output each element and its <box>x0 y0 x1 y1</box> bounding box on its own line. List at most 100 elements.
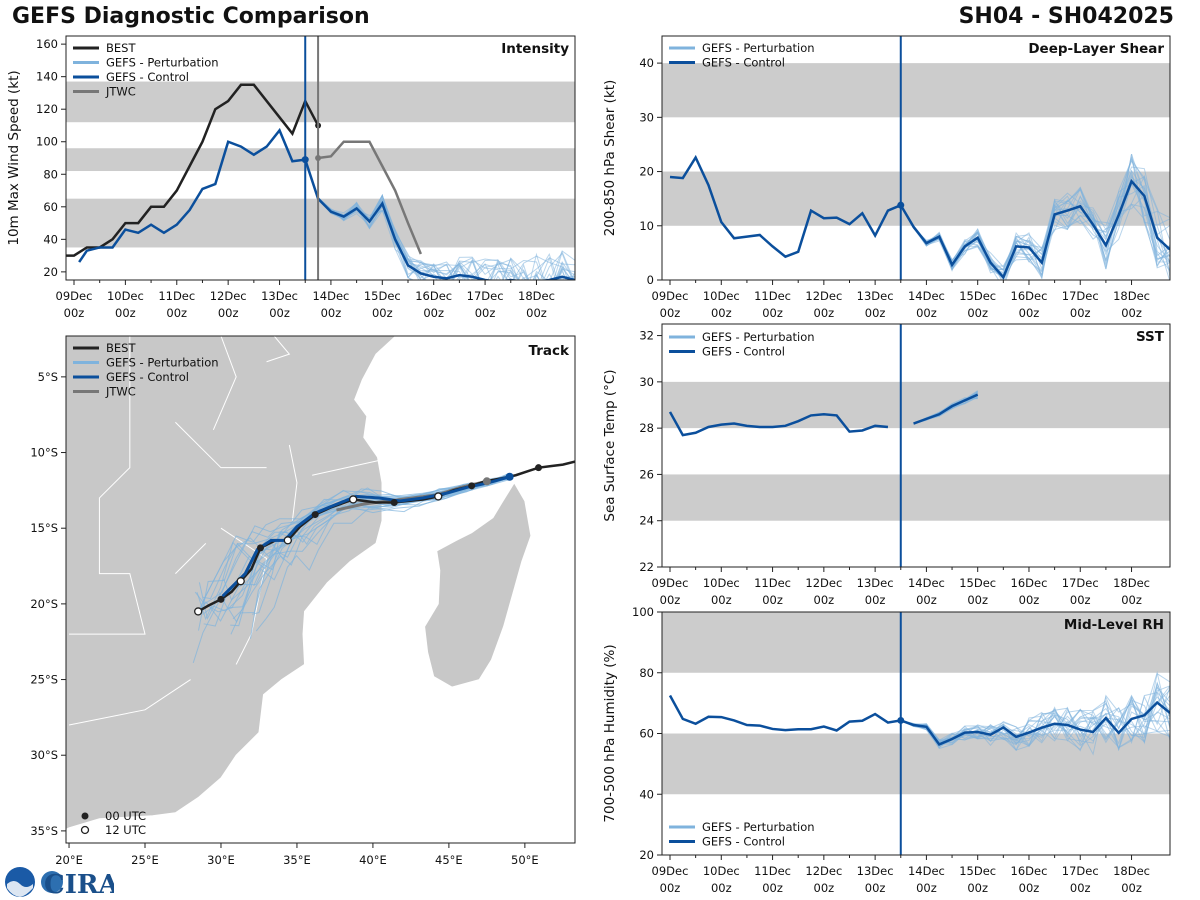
best-12utc-marker <box>349 495 358 504</box>
panel-title: SST <box>1136 329 1165 345</box>
legend-label: GEFS - Control <box>106 70 189 84</box>
lon-tick-label: 50°E <box>511 853 539 867</box>
x-tick-label-hour: 00z <box>1019 306 1040 320</box>
x-tick-label-hour: 00z <box>967 306 988 320</box>
x-tick-label-hour: 00z <box>865 593 886 607</box>
x-tick-label-day: 12Dec <box>805 289 842 303</box>
panel-frame <box>661 35 1171 281</box>
x-tick-label-hour: 00z <box>762 593 783 607</box>
x-tick-label-hour: 00z <box>1121 593 1142 607</box>
x-tick-label-day: 12Dec <box>805 864 842 878</box>
shaded-band <box>662 733 1170 795</box>
x-tick-label-day: 14Dec <box>908 576 945 590</box>
x-tick-label-hour: 00z <box>711 306 732 320</box>
x-tick-label-day: 10Dec <box>107 289 144 303</box>
y-tick-label: 100 <box>632 605 654 619</box>
country-border <box>288 444 298 521</box>
legend-label: 12 UTC <box>105 823 146 837</box>
x-tick-label-day: 18Dec <box>1113 576 1150 590</box>
lon-tick-label: 35°E <box>283 853 311 867</box>
panel-rh: 20 40 60 80 100 09Dec 00z 10Dec 00z 11Dec 00z 12Dec… <box>602 605 1171 895</box>
x-tick-label-day: 11Dec <box>754 289 791 303</box>
x-tick-label-day: 10Dec <box>703 289 740 303</box>
best-12utc-marker <box>434 492 443 501</box>
y-tick-label: 40 <box>43 232 58 246</box>
country-border <box>175 421 267 469</box>
x-tick-label-hour: 00z <box>814 881 835 895</box>
x-tick-label-hour: 00z <box>762 306 783 320</box>
series-line-gefs-control-forecast- <box>913 393 979 425</box>
y-tick-label: 10 <box>639 219 654 233</box>
y-tick-label: 24 <box>639 514 654 528</box>
x-tick-label-day: 09Dec <box>652 864 689 878</box>
legend-label: GEFS - Perturbation <box>106 56 219 70</box>
country-border <box>212 336 237 431</box>
panel-track: 20°E 25°E 30°E 35°E 40°E 45°E 50°E 5°S 10°S 15°S 2… <box>30 335 576 867</box>
x-tick-label-day: 16Dec <box>415 289 452 303</box>
series-line-gefs-control <box>78 127 575 280</box>
best-track-line <box>197 460 575 613</box>
series-line-best <box>66 83 320 257</box>
x-tick-label-day: 16Dec <box>1011 576 1048 590</box>
plot-area <box>66 81 575 280</box>
best-12utc-marker <box>283 536 292 545</box>
best-00utc-marker <box>535 464 543 472</box>
y-tick-label: 30 <box>639 375 654 389</box>
panel-title: Mid-Level RH <box>1064 617 1164 633</box>
shaded-band <box>66 81 575 123</box>
panel-sst: 22 24 26 28 30 32 09Dec 00z 10Dec 00z 11Dec 00z 12De… <box>602 323 1171 607</box>
x-tick-label-day: 12Dec <box>210 289 247 303</box>
series-line-jtwc <box>317 140 423 255</box>
panel-frame <box>65 335 576 844</box>
x-tick-label-day: 17Dec <box>467 289 504 303</box>
y-tick-label: 120 <box>36 102 58 116</box>
best-00utc-marker <box>390 498 398 506</box>
y-tick-label: 140 <box>36 70 58 84</box>
x-tick-label-day: 18Dec <box>1113 864 1150 878</box>
shaded-band <box>662 63 1170 118</box>
perturbation-track <box>202 476 511 615</box>
y-tick-label: 0 <box>647 273 654 287</box>
panel-frame <box>65 35 576 281</box>
y-tick-label: 20 <box>639 165 654 179</box>
plot-area <box>662 381 1170 521</box>
x-tick-label-day: 16Dec <box>1011 289 1048 303</box>
x-tick-label-hour: 00z <box>64 306 85 320</box>
lat-tick-label: 20°S <box>30 597 58 611</box>
best-00utc-marker <box>256 544 264 552</box>
x-tick-label-hour: 00z <box>526 306 547 320</box>
legend-00utc-marker <box>81 812 89 820</box>
x-tick-label-hour: 00z <box>660 881 681 895</box>
control-track-line <box>221 475 511 598</box>
x-tick-label-day: 14Dec <box>908 864 945 878</box>
lat-tick-label: 15°S <box>30 521 58 535</box>
x-tick-label-hour: 00z <box>321 306 342 320</box>
series-line-gefs-control <box>668 411 889 437</box>
x-tick-label-hour: 00z <box>967 593 988 607</box>
best-12utc-marker <box>194 607 203 616</box>
x-tick-label-day: 14Dec <box>312 289 349 303</box>
lat-tick-label: 30°S <box>30 748 58 762</box>
x-tick-label-day: 10Dec <box>703 576 740 590</box>
x-tick-label-day: 10Dec <box>703 864 740 878</box>
x-tick-label-day: 13Dec <box>857 576 894 590</box>
y-tick-label: 28 <box>639 421 654 435</box>
x-tick-label-hour: 00z <box>916 306 937 320</box>
x-tick-label-hour: 00z <box>1019 881 1040 895</box>
x-tick-label-day: 18Dec <box>1113 289 1150 303</box>
x-tick-label-day: 13Dec <box>857 864 894 878</box>
y-tick-label: 22 <box>639 560 654 574</box>
legend-label: BEST <box>106 341 136 355</box>
perturbation-member-line <box>304 159 567 280</box>
country-border <box>69 336 146 635</box>
best-00utc-marker <box>468 482 476 490</box>
perturbation-member-line <box>304 159 575 280</box>
x-tick-label-hour: 00z <box>115 306 136 320</box>
x-tick-label-hour: 00z <box>660 306 681 320</box>
africa-landmass <box>66 336 397 830</box>
best-00utc-marker <box>311 511 319 519</box>
x-tick-label-hour: 00z <box>865 881 886 895</box>
storm-id-title: SH04 - SH042025 <box>958 4 1174 29</box>
legend-label: 00 UTC <box>105 809 146 823</box>
y-tick-label: 60 <box>43 200 58 214</box>
